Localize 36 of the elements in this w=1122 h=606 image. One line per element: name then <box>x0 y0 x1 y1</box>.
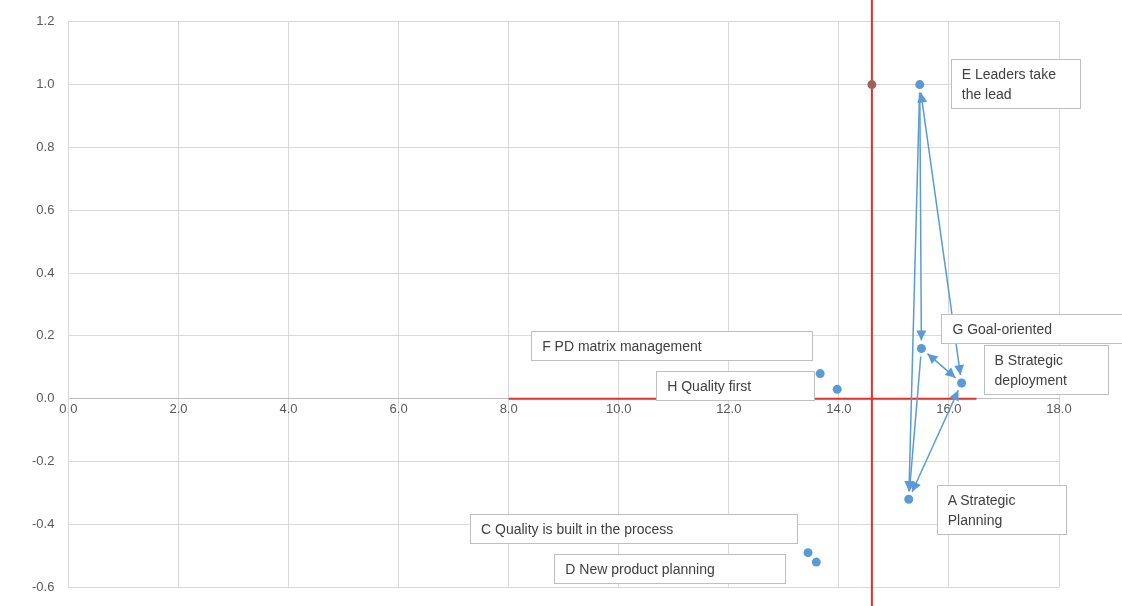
point <box>904 494 914 504</box>
x-tick-label: 10.0 <box>606 401 632 417</box>
x-tick-label: 2.0 <box>169 401 188 417</box>
note-box: E Leaders take the lead <box>950 58 1081 109</box>
point <box>867 80 877 90</box>
y-tick-label: 0.6 <box>36 201 55 217</box>
note-box: A Strategic Planning <box>936 485 1067 536</box>
x-tick-label: 8.0 <box>499 401 518 417</box>
y-tick-label: 0.4 <box>36 264 55 280</box>
x-tick-label: 18.0 <box>1046 401 1072 417</box>
point <box>957 378 967 388</box>
point <box>832 384 842 394</box>
y-tick-label: 0.0 <box>36 390 55 406</box>
note-box: B Strategic deployment <box>983 345 1109 395</box>
point <box>815 369 825 379</box>
y-tick-label: 0.8 <box>36 139 55 155</box>
x-tick-label: 12.0 <box>716 401 742 417</box>
note-box: C Quality is built in the process <box>470 513 799 544</box>
x-tick-label: 4.0 <box>279 401 298 417</box>
y-tick-label: 0.2 <box>36 327 55 343</box>
y-tick-label: 1.0 <box>36 76 55 92</box>
x-tick-label: 6.0 <box>389 401 408 417</box>
note-box: D New product planning <box>554 554 787 585</box>
x-tick-label: 0.0 <box>59 401 78 417</box>
point <box>811 557 821 567</box>
y-tick-label: -0.6 <box>31 578 55 594</box>
x-tick-label: 14.0 <box>826 401 852 417</box>
y-tick-label: -0.4 <box>31 515 55 531</box>
note-box: G Goal-oriented <box>941 314 1122 345</box>
note-box: F PD matrix management <box>531 330 814 361</box>
point <box>915 80 925 90</box>
point <box>916 343 926 353</box>
point <box>803 548 813 558</box>
y-tick-label: -0.2 <box>31 453 55 469</box>
note-box: H Quality first <box>656 371 816 402</box>
y-tick-label: 1.2 <box>36 13 55 29</box>
